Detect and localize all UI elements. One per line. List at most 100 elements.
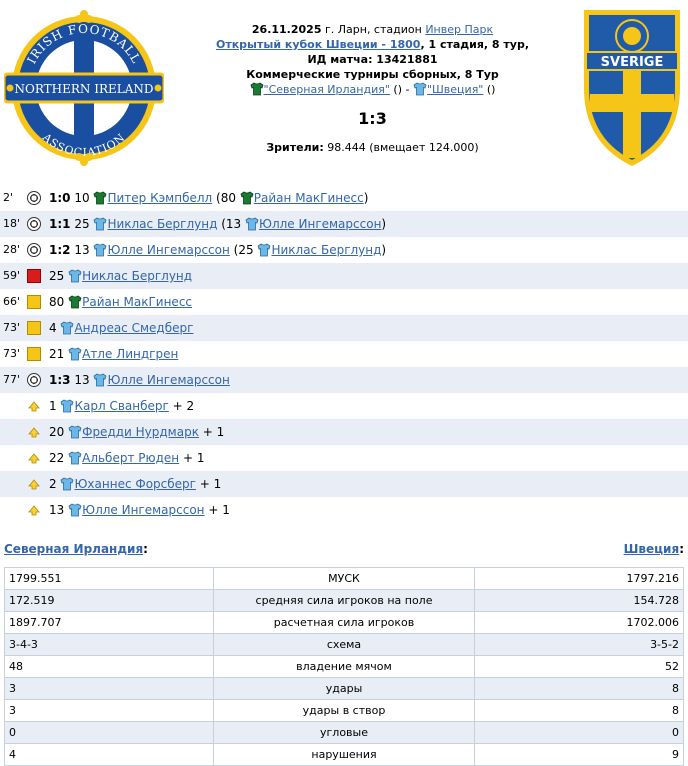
stat-label: угловые [213,721,475,744]
yellow-card-icon [27,321,41,335]
player-number: 13 [74,373,90,387]
assist-suffix: ) [381,217,387,231]
event-text: 1:0 10 Питер Кэмпбелл (80 Райан МакГинес… [49,185,368,211]
event-minute: 73' [3,321,21,334]
stats-row: 1799.551 МУСК 1797.216 [4,567,684,590]
stats-row: 48 владение мячом 52 [4,655,684,678]
stat-away-value: 154.728 [474,589,684,612]
event-text: 22 Альберт Рюден + 1 [49,445,204,471]
assist-prefix: (13 [217,217,245,231]
yellow-card-icon [27,347,41,361]
home-team-link[interactable]: "Северная Ирландия" [263,83,390,96]
player-link[interactable]: Юлле Ингемарссон [107,243,230,257]
event-text: 1 Карл Сванберг + 2 [49,393,194,419]
away-shirt-icon [93,243,107,257]
home-shirt-icon [93,191,107,205]
stat-label: владение мячом [213,655,475,678]
assist-player-link[interactable]: Райан МакГинесс [253,191,364,205]
event-text: 4 Андреас Смедберг [49,315,193,341]
player-link[interactable]: Юлле Ингемарссон [107,373,230,387]
player-link[interactable]: Юлле Ингемарссон [82,503,205,517]
stat-label: МУСК [213,567,475,590]
arrow-up-icon [28,427,40,438]
home-shirt-icon [240,191,254,205]
player-link[interactable]: Питер Кэмпбелл [107,191,213,205]
event-suffix: + 1 [204,503,230,517]
stats-row: 0 угловые 0 [4,721,684,744]
event-text: 1:3 13 Юлле Ингемарссон [49,367,230,393]
player-link[interactable]: Райан МакГинесс [82,295,193,309]
stat-away-value: 1797.216 [474,567,684,590]
stat-away-value: 52 [474,655,684,678]
tournament-link[interactable]: Открытый кубок Швеции - 1800 [215,38,421,51]
player-number: 10 [74,191,90,205]
player-link[interactable]: Юханнес Форсберг [74,477,196,491]
final-score: 1:3 [358,109,387,128]
goal-ball-icon [27,217,41,231]
home-parens: () [389,83,403,96]
assist-prefix: (25 [229,243,258,257]
match-stage: , 1 стадия, 8 тур, [420,38,530,51]
player-link[interactable]: Альберт Рюден [82,451,180,465]
player-number: 13 [49,503,65,517]
player-number: 4 [49,321,57,335]
commercial-tournament: Коммерческие турниры сборных, 8 Тур [246,68,499,81]
sweden-logo-text: SVERIGE [601,55,664,70]
stat-away-value: 8 [474,677,684,700]
stat-home-value: 1897.707 [4,611,214,634]
northern-ireland-logo: NORTHERN IRELAND IRISH FOOTBALL ASSOCIAT… [4,10,164,166]
assist-player-link[interactable]: Юлле Ингемарссон [259,217,382,231]
stats-row: 4 нарушения 9 [4,743,684,766]
assist-player-link[interactable]: Никлас Берглунд [271,243,382,257]
stats-row: 3 удары в створ 8 [4,699,684,722]
stat-label: удары [213,677,475,700]
assist-prefix: (80 [212,191,240,205]
event-row: 73' 4 Андреас Смедберг [0,315,688,341]
event-minute: 18' [3,217,21,230]
event-suffix: + 1 [198,425,225,439]
sweden-logo: SVERIGE [584,10,680,166]
stats-row: 3 удары 8 [4,677,684,700]
event-row: 1 Карл Сванберг + 2 [0,393,688,419]
player-number: 13 [74,243,90,257]
stat-away-value: 8 [474,699,684,722]
player-number: 21 [49,347,65,361]
home-shirt-icon [68,295,82,309]
event-row: 66' 80 Райан МакГинесс [0,289,688,315]
match-header: NORTHERN IRELAND IRISH FOOTBALL ASSOCIAT… [0,0,688,180]
away-team-link[interactable]: "Швеция" [426,83,484,96]
assist-suffix: ) [381,243,387,257]
player-link[interactable]: Никлас Берглунд [107,217,218,231]
player-link[interactable]: Никлас Берглунд [82,269,193,283]
player-link[interactable]: Фредди Нурдмарк [82,425,199,439]
stadium-link[interactable]: Инвер Парк [425,23,494,36]
away-shirt-icon [60,399,74,413]
away-shirt-icon [68,503,82,517]
player-number: 2 [49,477,57,491]
away-shirt-icon [68,425,82,439]
event-text: 20 Фредди Нурдмарк + 1 [49,419,224,445]
arrow-up-icon [28,479,40,490]
viewers: Зрители: 98.444 (вмещает 124.000) [170,141,575,154]
home-team-stats-link[interactable]: Северная Ирландия [4,542,144,556]
arrow-up-icon [28,505,40,516]
event-minute: 77' [3,373,21,386]
stat-label: расчетная сила игроков [213,611,475,634]
stat-home-value: 172.519 [4,589,214,612]
event-text: 21 Атле Линдгрен [49,341,178,367]
player-link[interactable]: Карл Сванберг [74,399,169,413]
stat-away-value: 0 [474,721,684,744]
event-row: 2' 1:0 10 Питер Кэмпбелл (80 Райан МакГин… [0,185,688,211]
viewers-value: 98.444 (вмещает 124.000) [323,141,479,154]
away-shirt-icon [245,217,259,231]
away-shirt-icon [413,82,427,96]
event-suffix: + 1 [195,477,222,491]
event-row: 18' 1:1 25 Никлас Берглунд (13 Юлле Ингем… [0,211,688,237]
player-number: 22 [49,451,65,465]
player-link[interactable]: Андреас Смедберг [74,321,194,335]
player-link[interactable]: Атле Линдгрен [82,347,179,361]
away-team-stats-link[interactable]: Швеция [623,542,680,556]
match-info: 26.11.2025 г. Ларн, стадион Инвер Парк О… [170,22,575,97]
event-minute: 2' [3,191,14,204]
event-row: 20 Фредди Нурдмарк + 1 [0,419,688,445]
